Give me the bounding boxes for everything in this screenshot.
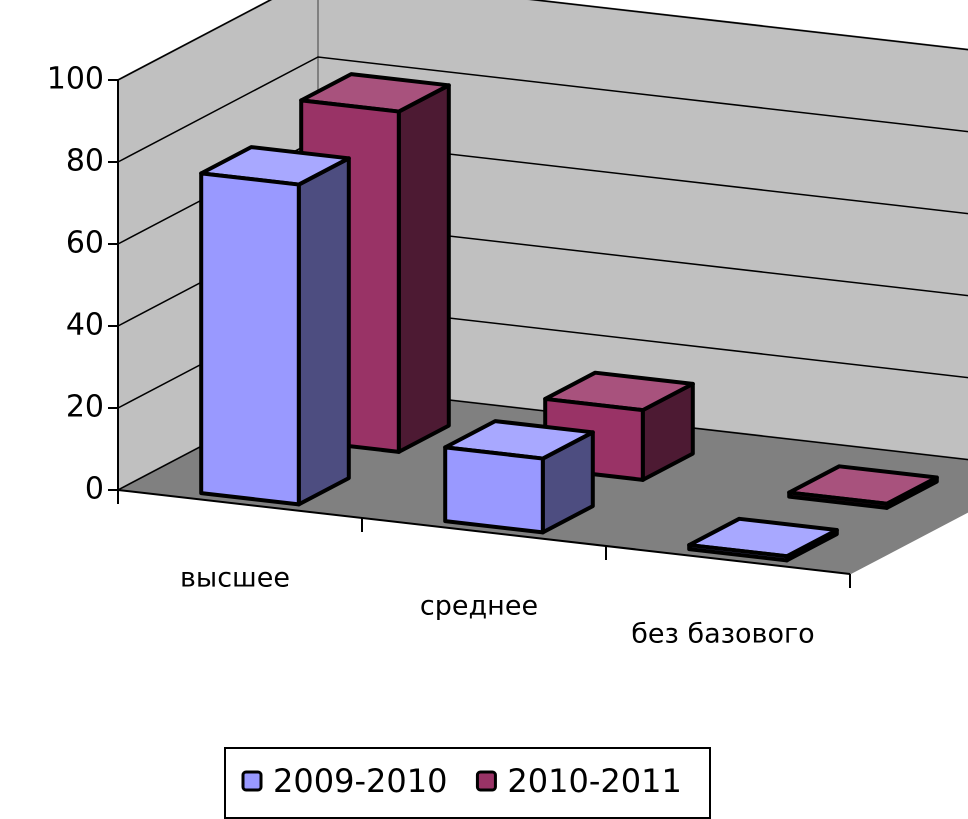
grid-line [117, 0, 968, 81]
bar [199, 145, 351, 507]
bar [443, 419, 595, 535]
y-tick-label: 60 [66, 226, 104, 261]
bar-front [787, 490, 889, 510]
x-tick-label: среднее [420, 591, 538, 622]
y-tick-label: 20 [66, 390, 104, 425]
grid-line [117, 56, 968, 163]
legend-swatch [475, 770, 497, 792]
legend-swatch [241, 770, 263, 792]
legend-label: 2009-2010 [273, 762, 447, 800]
x-axis [117, 489, 851, 575]
legend-label: 2010-2011 [507, 762, 681, 800]
bar-front [199, 171, 301, 507]
x-tick-label: высшее [180, 563, 290, 594]
y-tick-label: 80 [66, 144, 104, 179]
bar-side [396, 83, 451, 454]
bar-front [443, 445, 545, 535]
bar [787, 464, 939, 510]
y-tick-label: 100 [47, 62, 104, 97]
x-tick-label: без базового [631, 619, 814, 650]
bar-side [296, 156, 351, 507]
y-tick-label: 0 [85, 472, 104, 507]
y-tick-label: 40 [66, 308, 104, 343]
legend-box [224, 747, 711, 819]
bar [687, 516, 839, 563]
bar-front [687, 543, 789, 563]
